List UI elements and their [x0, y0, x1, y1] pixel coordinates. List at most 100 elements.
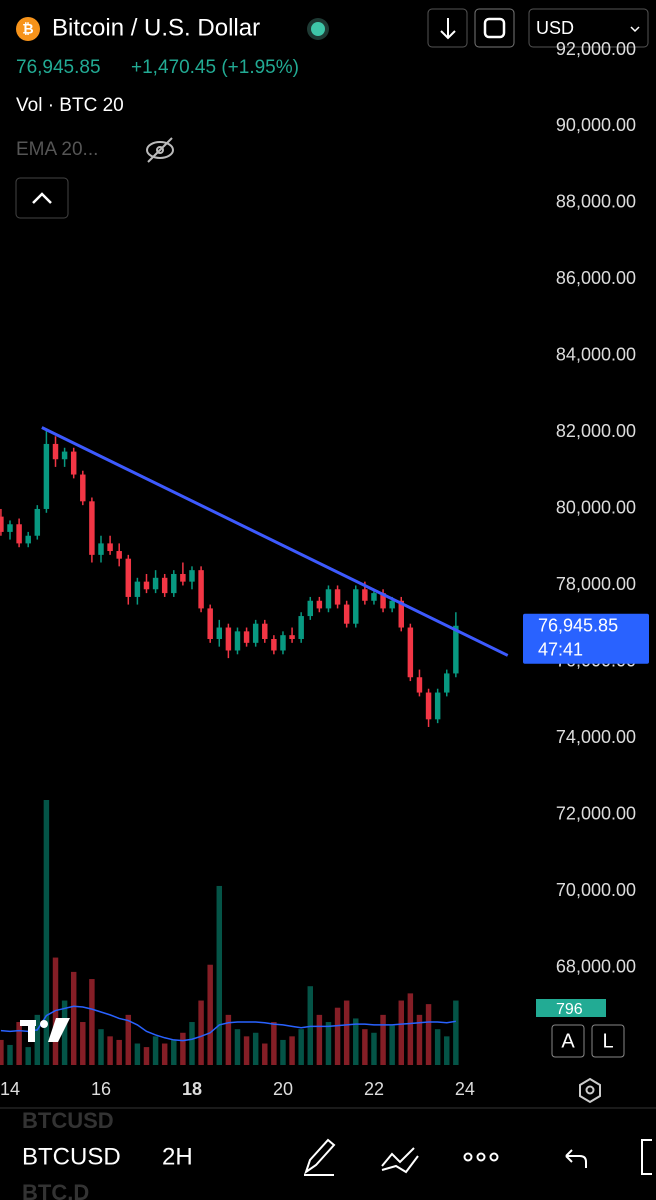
candle-body	[189, 570, 195, 582]
symbol[interactable]: BTCUSD	[22, 1143, 121, 1170]
volume-bar	[180, 1032, 186, 1065]
collapse-button[interactable]	[15, 177, 69, 219]
fullscreen-icon	[483, 17, 506, 39]
x-tick-label: 24	[455, 1079, 475, 1099]
volume-bar	[107, 1036, 113, 1065]
candle-body	[243, 631, 250, 643]
volume-bar	[453, 1000, 459, 1065]
candle-body	[216, 627, 223, 640]
select-arrow	[630, 26, 640, 33]
volume-bar	[298, 1029, 304, 1065]
currency: USD	[536, 18, 574, 38]
volume-bar	[189, 1022, 195, 1065]
plot	[0, 426, 509, 1065]
volume-bar	[252, 1032, 259, 1065]
interval[interactable]: 2H	[162, 1143, 193, 1170]
price: 76,945.85	[16, 57, 101, 78]
volume-badge: 796	[556, 1001, 583, 1018]
title: Bitcoin / U.S. Dollar	[52, 14, 260, 41]
settings-icon[interactable]	[579, 1077, 601, 1104]
candle-body	[262, 623, 268, 640]
candle-body	[61, 451, 68, 460]
volume-bar	[316, 1014, 323, 1065]
candle-body	[16, 524, 22, 544]
candle-body	[70, 451, 77, 475]
volume-bar	[271, 1022, 277, 1065]
candle-body	[307, 600, 314, 617]
x-tick-label: 16	[91, 1079, 111, 1099]
change: +1,470.45 (+1.95%)	[131, 57, 299, 78]
candle-body	[225, 627, 232, 651]
volume-bar	[398, 1000, 404, 1065]
draw-icon[interactable]	[304, 1138, 336, 1176]
settings-dot	[585, 1085, 595, 1095]
fullscreen-button[interactable]	[474, 8, 515, 48]
volume-bar	[334, 1007, 341, 1065]
candle-body	[207, 608, 213, 640]
candle-body	[116, 551, 122, 559]
price-badge	[523, 613, 649, 664]
indicator-icon[interactable]	[381, 1147, 419, 1174]
currency-select[interactable]	[528, 8, 649, 48]
candle-body	[380, 593, 386, 609]
hide-icon[interactable]	[146, 137, 174, 163]
candle-body	[125, 558, 132, 597]
volume-bar	[152, 1036, 159, 1065]
overflow-icon[interactable]	[641, 1139, 652, 1175]
status-dot	[311, 22, 325, 36]
candle-body	[280, 635, 286, 651]
volume-bar	[243, 1036, 250, 1065]
volume-bar	[444, 1036, 450, 1065]
axes: 68,000.0070,000.0072,000.0074,000.0076,0…	[0, 39, 649, 1099]
more-icon[interactable]	[463, 1152, 499, 1162]
candle-body	[234, 631, 241, 651]
x-tick-label: 18	[182, 1079, 202, 1099]
volume-bar	[198, 1000, 204, 1065]
volume-bar	[61, 1000, 68, 1065]
chevron-up	[32, 192, 52, 204]
y-tick-label: 78,000.00	[556, 574, 636, 594]
download-button[interactable]	[427, 8, 468, 48]
candle-body	[453, 625, 459, 674]
price-badge-label: 76,945.85	[538, 616, 618, 636]
volume-bar	[434, 1029, 441, 1065]
candle-body	[389, 600, 395, 609]
volume-bar	[289, 1036, 295, 1065]
ghost-symbol: BTC.D	[22, 1180, 89, 1200]
candle-body	[198, 570, 204, 609]
undo-icon[interactable]	[565, 1149, 587, 1168]
candle-body	[143, 581, 150, 590]
volume-bar	[25, 1047, 31, 1065]
candle-body	[371, 593, 377, 601]
candle-body	[416, 677, 423, 693]
candle-body	[353, 589, 359, 624]
candle-body	[52, 443, 59, 460]
volume-bar	[234, 1029, 241, 1065]
candle-body	[271, 639, 277, 651]
candle-body	[407, 627, 414, 678]
candle-body	[444, 673, 450, 693]
volume-label: Vol · BTC 20	[16, 95, 124, 116]
candle-body	[134, 581, 141, 597]
countdown: 47:41	[538, 640, 583, 660]
log-scale-button[interactable]	[591, 1024, 625, 1058]
candle-body	[0, 516, 4, 532]
y-tick-label: 68,000.00	[556, 957, 636, 977]
candle-body	[161, 577, 168, 594]
volume-bar	[7, 1044, 13, 1065]
volume-bar	[407, 993, 414, 1065]
volume-bar	[89, 979, 95, 1065]
volume-bar	[262, 1043, 268, 1065]
volume-bar	[125, 1014, 132, 1065]
log-scale: L	[602, 1030, 613, 1052]
candle-body	[89, 501, 95, 555]
volume-badge-bg	[536, 999, 606, 1017]
candle-body	[334, 589, 341, 605]
y-tick-label: 90,000.00	[556, 115, 636, 135]
volume-bar	[216, 885, 223, 1065]
volume-bar	[80, 1022, 86, 1065]
trendline	[41, 426, 509, 657]
auto-scale-button[interactable]	[551, 1024, 585, 1058]
